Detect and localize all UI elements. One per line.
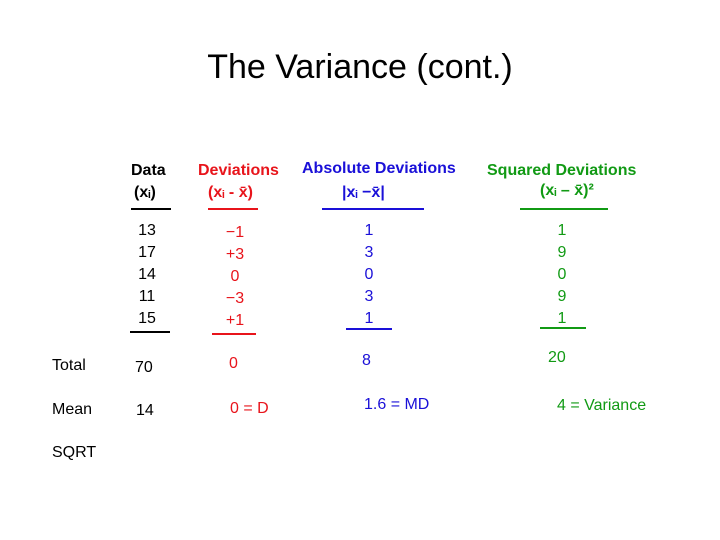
deviations-total-rule — [212, 333, 256, 335]
deviations-values-column: −1 +3 0 −3 +1 — [216, 222, 254, 332]
deviation-value: −1 — [225, 224, 245, 241]
variance-value: 4 = Variance — [557, 397, 647, 414]
data-value: 11 — [138, 288, 156, 305]
data-header-rule — [131, 208, 171, 210]
data-value: 15 — [138, 310, 156, 327]
absolute-deviation-value: 0 — [364, 266, 374, 283]
data-values-column: 13 17 14 11 15 — [130, 220, 164, 330]
absolute-deviation-value: 1 — [364, 222, 374, 239]
deviations-subheader: (xᵢ - x̄) — [208, 184, 253, 201]
absolute-deviation-value: 3 — [364, 288, 374, 305]
deviation-value: 0 — [230, 268, 240, 285]
squared-deviations-subheader: (xᵢ – x̄)² — [540, 182, 594, 199]
total-deviations: 0 — [229, 355, 238, 372]
data-total-rule — [130, 331, 170, 333]
squared-deviations-header-rule — [520, 208, 608, 210]
squared-deviations-header: Squared Deviations — [487, 162, 637, 179]
squared-deviation-value: 1 — [557, 310, 567, 327]
deviations-header: Deviations — [198, 162, 279, 179]
mean-data: 14 — [136, 402, 154, 419]
data-subheader: (xᵢ) — [134, 184, 156, 201]
deviations-header-rule — [208, 208, 258, 210]
absolute-deviation-value: 3 — [364, 244, 374, 261]
squared-deviations-values-column: 1 9 0 9 1 — [549, 220, 575, 330]
squared-deviation-value: 0 — [557, 266, 567, 283]
data-header: Data — [131, 162, 166, 179]
total-row-label: Total — [52, 357, 86, 374]
sqrt-row-label: SQRT — [52, 444, 97, 461]
squared-deviation-value: 1 — [557, 222, 567, 239]
absolute-deviations-subheader: |xᵢ −x̄| — [342, 184, 385, 201]
data-value: 14 — [138, 266, 156, 283]
mean-row-label: Mean — [52, 401, 93, 418]
mean-absolute-deviation: 1.6 = MD — [364, 396, 430, 413]
data-value: 13 — [138, 222, 156, 239]
squared-deviation-value: 9 — [557, 288, 567, 305]
squared-deviations-total-rule — [540, 327, 586, 329]
absolute-deviations-header-rule — [322, 208, 424, 210]
deviation-value: −3 — [225, 290, 245, 307]
total-squared-deviations: 20 — [548, 349, 566, 366]
absolute-deviations-total-rule — [346, 328, 392, 330]
deviation-value: +3 — [225, 246, 245, 263]
mean-deviations: 0 = D — [230, 400, 269, 417]
absolute-deviations-values-column: 1 3 0 3 1 — [356, 220, 382, 330]
squared-deviation-value: 9 — [557, 244, 567, 261]
absolute-deviations-header: Absolute Deviations — [302, 160, 456, 177]
total-absolute-deviations: 8 — [362, 352, 371, 369]
total-data: 70 — [135, 359, 153, 376]
data-value: 17 — [138, 244, 156, 261]
absolute-deviation-value: 1 — [364, 310, 374, 327]
deviation-value: +1 — [225, 312, 245, 329]
page-title: The Variance (cont.) — [207, 48, 513, 86]
